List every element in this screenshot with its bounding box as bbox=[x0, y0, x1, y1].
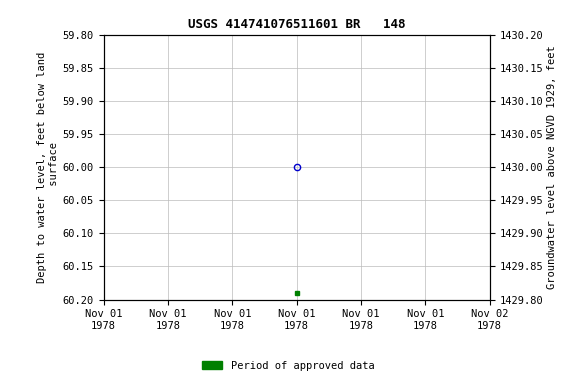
Title: USGS 414741076511601 BR   148: USGS 414741076511601 BR 148 bbox=[188, 18, 406, 31]
Y-axis label: Depth to water level, feet below land
 surface: Depth to water level, feet below land su… bbox=[37, 51, 59, 283]
Y-axis label: Groundwater level above NGVD 1929, feet: Groundwater level above NGVD 1929, feet bbox=[547, 45, 557, 289]
Legend: Period of approved data: Period of approved data bbox=[198, 357, 378, 375]
